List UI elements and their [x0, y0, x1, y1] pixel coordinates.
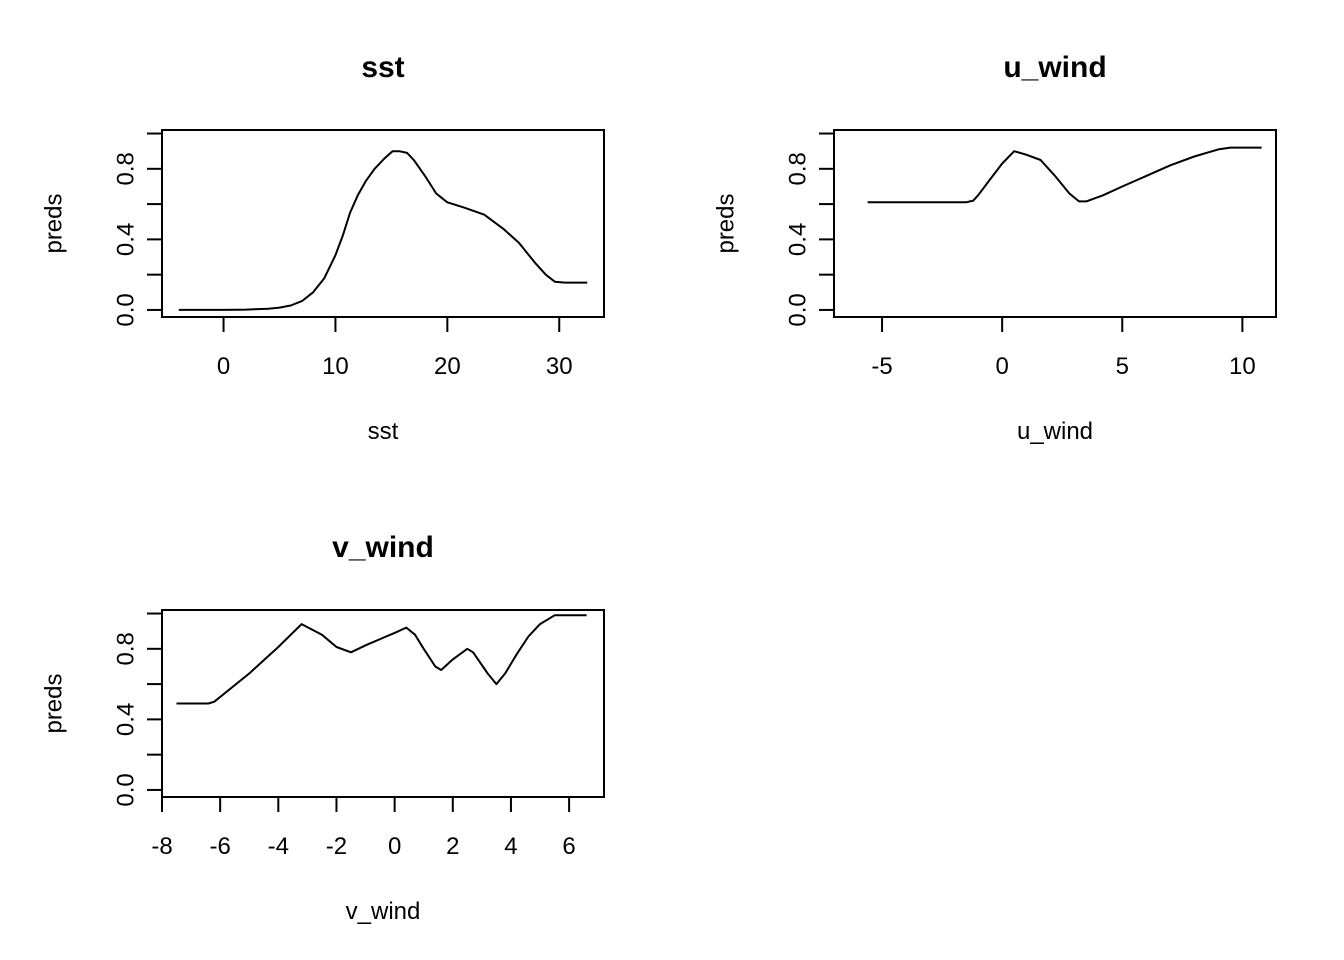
y-tick-label: 0.4 — [785, 223, 812, 256]
y-axis-label: preds — [41, 673, 68, 733]
y-axis-label: preds — [41, 193, 68, 253]
panel-sst: sst 0 10 20 30 0.0 0.4 0.8 sst preds — [41, 51, 605, 445]
x-tick-label: 2 — [446, 833, 459, 860]
panel-title: v_wind — [332, 531, 434, 564]
x-tick-label: -8 — [151, 833, 172, 860]
panel-title: u_wind — [1003, 51, 1106, 84]
x-tick-label: 10 — [322, 353, 349, 380]
x-tick-label: 0 — [217, 353, 230, 380]
y-tick-label: 0.4 — [113, 223, 140, 256]
series-line-v_wind — [176, 614, 587, 705]
plot-frame — [161, 129, 605, 318]
x-axis-label: sst — [368, 418, 399, 445]
y-tick-label: 0.4 — [113, 703, 140, 736]
x-tick-label: 30 — [546, 353, 573, 380]
x-tick-label: 10 — [1229, 353, 1256, 380]
y-axis-label: preds — [713, 193, 740, 253]
x-axis-label: u_wind — [1017, 418, 1093, 445]
x-tick-label: -6 — [209, 833, 230, 860]
y-tick-label: 0.0 — [113, 773, 140, 806]
y-tick-label: 0.0 — [113, 293, 140, 326]
series-line-sst — [178, 150, 588, 311]
x-tick-label: 6 — [562, 833, 575, 860]
y-tick-label: 0.0 — [785, 293, 812, 326]
x-tick-label: -4 — [268, 833, 289, 860]
x-tick-label: 5 — [1116, 353, 1129, 380]
y-tick-label: 0.8 — [113, 152, 140, 185]
panel-title: sst — [361, 51, 404, 84]
x-tick-label: -5 — [871, 353, 892, 380]
x-axis-label: v_wind — [346, 898, 421, 925]
x-tick-label: 0 — [995, 353, 1008, 380]
x-tick-label: -2 — [326, 833, 347, 860]
x-tick-label: 20 — [434, 353, 461, 380]
x-tick-label: 4 — [504, 833, 517, 860]
series-line-u_wind — [867, 146, 1262, 204]
plot-frame — [833, 129, 1277, 318]
y-tick-label: 0.8 — [785, 152, 812, 185]
x-tick-label: 0 — [388, 833, 401, 860]
y-tick-label: 0.8 — [113, 632, 140, 665]
